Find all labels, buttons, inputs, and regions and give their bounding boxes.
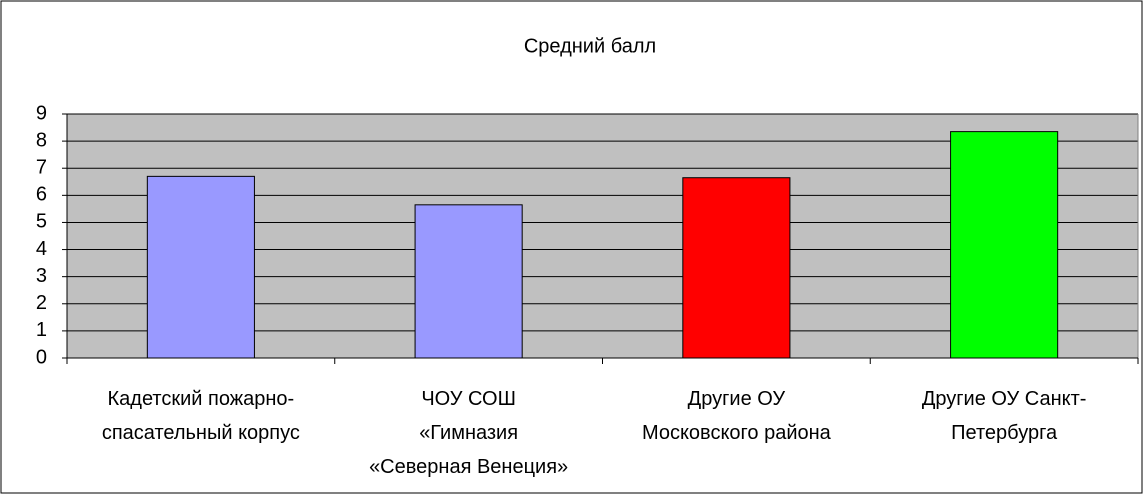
y-tick-label: 4 <box>36 238 47 260</box>
y-tick-label: 7 <box>36 157 47 179</box>
x-tick-label: Кадетский пожарно-спасательный корпус <box>102 388 300 444</box>
x-tick-label: ЧОУ СОШ «Гимназия «Северная Венеция» <box>369 388 568 478</box>
bar <box>950 131 1059 359</box>
y-tick-label: 6 <box>36 184 47 206</box>
x-tick-label: Другие ОУ Московского района <box>642 388 832 444</box>
chart-title: Средний балл <box>524 35 656 57</box>
y-tick-label: 5 <box>36 211 47 233</box>
bar <box>146 175 255 359</box>
y-tick-label: 0 <box>36 346 47 368</box>
y-tick-label: 8 <box>36 129 47 151</box>
y-tick-label: 2 <box>36 292 47 314</box>
bar <box>414 204 523 359</box>
x-tick-label: Другие ОУ Санкт-Петербурга <box>922 388 1087 444</box>
y-tick-label: 3 <box>36 265 47 287</box>
y-tick-label: 1 <box>36 319 47 341</box>
bar <box>682 177 791 359</box>
y-tick-label: 9 <box>36 102 47 124</box>
